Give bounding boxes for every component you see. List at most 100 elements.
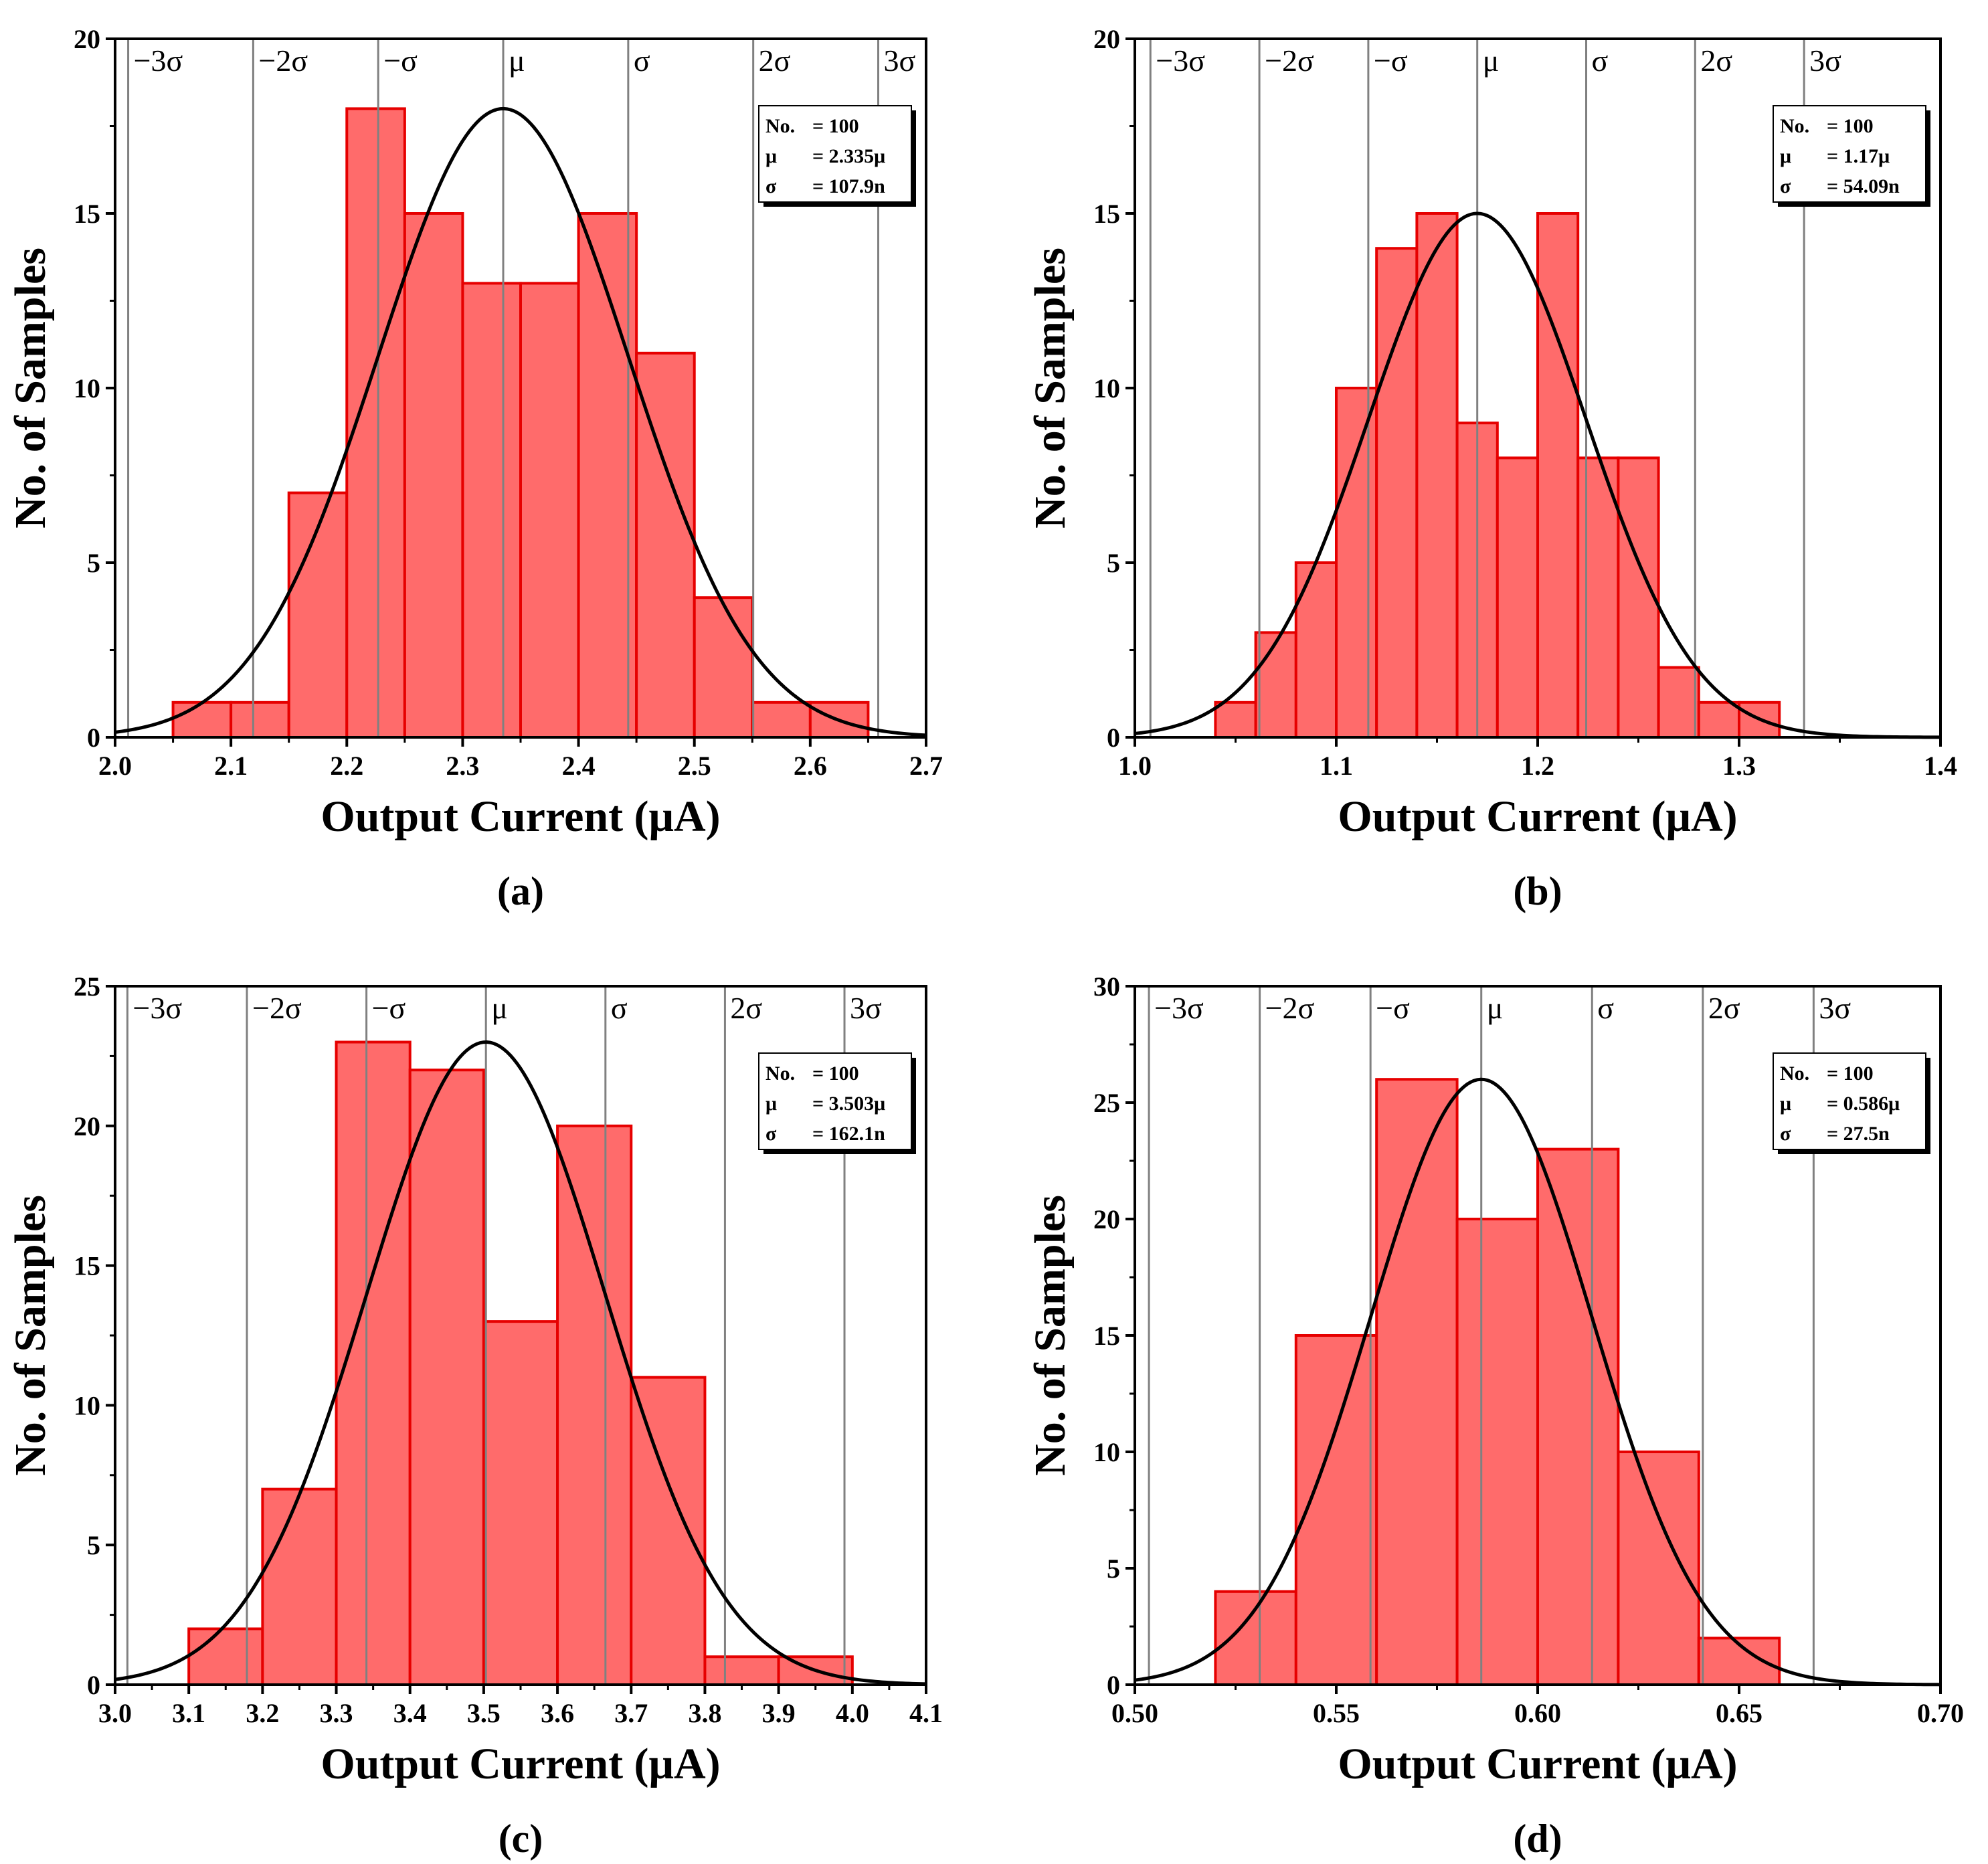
histogram-bar <box>1617 1451 1700 1686</box>
sigma-label: σ <box>611 991 628 1025</box>
histogram-bar <box>1335 387 1378 739</box>
stats-box: No. = 100 μ = 0.586μ σ = 27.5n <box>1773 1052 1930 1154</box>
y-tick-label: 0 <box>87 723 100 753</box>
x-axis-title: Output Current (μA) <box>1338 792 1737 841</box>
x-tick-label: 3.4 <box>393 1698 427 1728</box>
histogram-bar <box>1294 1334 1378 1686</box>
x-tick-label: 4.1 <box>909 1698 943 1728</box>
x-tick-label: 3.5 <box>467 1698 501 1728</box>
histogram-bar <box>1657 666 1700 739</box>
stats-box-frame <box>758 105 912 203</box>
y-tick-label: 10 <box>1093 373 1120 403</box>
stats-box-frame <box>1773 1052 1926 1150</box>
histogram-bar <box>408 1068 485 1686</box>
x-tick-label: 1.3 <box>1722 751 1756 781</box>
gaussian-fit-curve <box>1134 1077 1941 1687</box>
y-tick-label: 5 <box>1107 548 1120 578</box>
x-tick-label: 0.50 <box>1111 1698 1158 1728</box>
x-tick-label: 2.0 <box>98 751 132 781</box>
sigma-label: σ <box>634 43 650 78</box>
sigma-label: −2σ <box>258 43 308 78</box>
y-tick-label: 15 <box>1093 1321 1120 1351</box>
sigma-label: −2σ <box>1265 43 1314 78</box>
y-tick-label: 5 <box>87 548 100 578</box>
y-tick-label: 0 <box>87 1670 100 1700</box>
histogram-bar <box>693 596 754 739</box>
x-tick-label: 3.2 <box>246 1698 279 1728</box>
x-tick-label: 2.5 <box>678 751 711 781</box>
sigma-label: −2σ <box>252 991 302 1025</box>
histogram-bar <box>1415 212 1459 739</box>
histogram-bar <box>1254 631 1297 739</box>
sigma-label: −3σ <box>134 43 183 78</box>
stats-value: = 100 <box>812 115 859 137</box>
histogram-bar <box>482 1320 559 1686</box>
sigma-label: −σ <box>1376 991 1410 1025</box>
sigma-label: μ <box>491 991 508 1025</box>
y-tick-label: 10 <box>74 373 100 403</box>
stats-value: = 100 <box>1827 115 1874 137</box>
x-tick-label: 2.1 <box>214 751 248 781</box>
sigma-label: μ <box>1483 43 1500 78</box>
histogram-panel-c: −3σ −2σ −σ μ σ 2σ 3σ3.0 3.1 3.2 3.3 3.4 3.5 3.6 3.7 3.… <box>6 971 943 1861</box>
histogram-bar <box>1576 456 1620 739</box>
stats-key: σ <box>1780 1123 1791 1145</box>
stats-box: No. = 100 μ = 1.17μ σ = 54.09n <box>1773 105 1930 207</box>
y-tick-label: 25 <box>1093 1088 1120 1118</box>
y-axis-title: No. of Samples <box>6 1195 55 1476</box>
panel-label: (d) <box>1513 1816 1562 1861</box>
y-axis-title: No. of Samples <box>1026 1195 1075 1476</box>
y-tick-label: 15 <box>1093 199 1120 229</box>
x-tick-label: 0.55 <box>1313 1698 1360 1728</box>
histogram-bar <box>1455 1218 1540 1686</box>
stats-key: μ <box>1780 1093 1791 1115</box>
x-axis-title: Output Current (μA) <box>1338 1740 1737 1788</box>
histogram-bar <box>230 701 290 739</box>
x-tick-label: 3.3 <box>320 1698 353 1728</box>
x-tick-label: 2.4 <box>562 751 596 781</box>
panel-label: (b) <box>1513 869 1562 913</box>
histogram-bar <box>1536 1147 1620 1686</box>
sigma-label: μ <box>509 43 525 78</box>
x-tick-label: 0.70 <box>1917 1698 1964 1728</box>
y-axis-title: No. of Samples <box>1026 248 1075 529</box>
sigma-label: 3σ <box>850 991 882 1025</box>
y-tick-label: 5 <box>87 1530 100 1560</box>
x-tick-label: 1.0 <box>1118 751 1152 781</box>
x-axis-title: Output Current (μA) <box>321 1740 720 1788</box>
y-tick-label: 20 <box>1093 24 1120 54</box>
histogram-bar <box>630 1376 707 1686</box>
x-tick-label: 3.7 <box>614 1698 648 1728</box>
histogram-bar <box>1294 561 1338 739</box>
stats-value: = 1.17μ <box>1827 145 1890 167</box>
histogram-bar <box>1375 247 1419 739</box>
x-tick-label: 3.0 <box>98 1698 132 1728</box>
stats-key: No. <box>765 115 795 137</box>
x-tick-label: 1.1 <box>1320 751 1353 781</box>
histogram-bar <box>335 1040 412 1686</box>
x-axis-title: Output Current (μA) <box>321 792 720 841</box>
histogram-bar <box>1617 456 1660 739</box>
histogram-bar <box>171 701 233 739</box>
histogram-bar <box>461 282 523 739</box>
histogram-bar <box>751 701 812 739</box>
x-tick-label: 1.4 <box>1924 751 1957 781</box>
sigma-label: σ <box>1597 991 1614 1025</box>
sigma-label: 2σ <box>1700 43 1732 78</box>
sigma-label: 2σ <box>1708 991 1740 1025</box>
stats-key: No. <box>1780 1062 1809 1085</box>
y-tick-label: 5 <box>1107 1554 1120 1584</box>
stats-key: μ <box>1780 145 1791 167</box>
stats-value: = 3.503μ <box>812 1093 885 1115</box>
y-tick-label: 20 <box>1093 1204 1120 1234</box>
y-tick-label: 20 <box>74 1111 100 1141</box>
stats-key: No. <box>765 1062 795 1085</box>
x-tick-label: 2.6 <box>794 751 827 781</box>
histogram-bar <box>403 212 464 739</box>
histogram-bar <box>261 1487 338 1686</box>
y-tick-label: 10 <box>74 1390 100 1420</box>
histogram-bar <box>556 1124 633 1687</box>
y-tick-label: 15 <box>74 199 100 229</box>
sigma-label: 2σ <box>730 991 762 1025</box>
